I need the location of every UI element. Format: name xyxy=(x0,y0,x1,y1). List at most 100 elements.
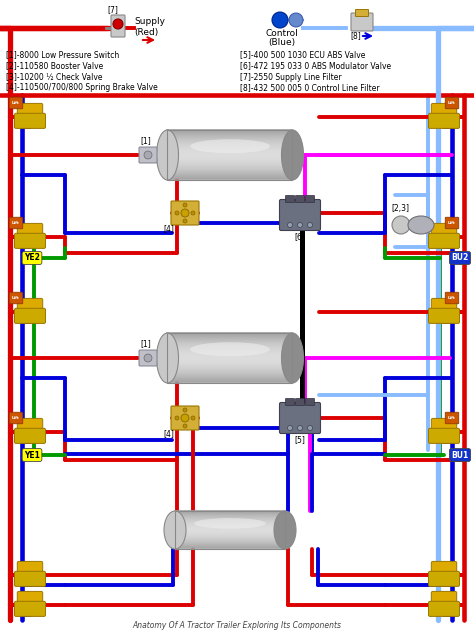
Text: (Red): (Red) xyxy=(134,27,158,37)
FancyBboxPatch shape xyxy=(139,350,157,366)
FancyBboxPatch shape xyxy=(431,103,457,116)
Text: Lift: Lift xyxy=(448,101,456,105)
Text: [7]: [7] xyxy=(108,6,118,15)
Circle shape xyxy=(113,19,123,29)
FancyBboxPatch shape xyxy=(445,292,459,304)
FancyBboxPatch shape xyxy=(171,406,199,430)
Circle shape xyxy=(181,209,189,217)
Circle shape xyxy=(144,354,152,362)
Circle shape xyxy=(392,216,410,234)
Circle shape xyxy=(144,151,152,159)
FancyBboxPatch shape xyxy=(280,199,320,230)
Text: [3]-10200 ½ Check Valve: [3]-10200 ½ Check Valve xyxy=(6,73,102,82)
Text: Lift: Lift xyxy=(12,221,20,225)
FancyBboxPatch shape xyxy=(111,15,125,37)
FancyBboxPatch shape xyxy=(15,572,46,586)
FancyBboxPatch shape xyxy=(15,308,46,323)
Ellipse shape xyxy=(282,333,303,383)
Circle shape xyxy=(183,203,187,207)
Text: [1]: [1] xyxy=(140,339,151,349)
Circle shape xyxy=(175,211,179,215)
Circle shape xyxy=(272,12,288,28)
FancyBboxPatch shape xyxy=(17,591,43,605)
Text: Lift: Lift xyxy=(12,416,20,420)
Ellipse shape xyxy=(282,130,303,180)
Ellipse shape xyxy=(164,511,186,549)
FancyBboxPatch shape xyxy=(17,223,43,236)
Circle shape xyxy=(183,424,187,428)
FancyBboxPatch shape xyxy=(428,572,459,586)
Circle shape xyxy=(298,223,302,227)
Text: [5]: [5] xyxy=(294,436,305,444)
Text: Anatomy Of A Tractor Trailer Exploring Its Components: Anatomy Of A Tractor Trailer Exploring I… xyxy=(133,621,341,630)
Text: [4]: [4] xyxy=(163,225,174,234)
FancyBboxPatch shape xyxy=(445,217,459,229)
Circle shape xyxy=(298,425,302,430)
Ellipse shape xyxy=(194,518,266,529)
Text: Control: Control xyxy=(265,30,298,39)
Text: [6]-472 195 033 0 ABS Modulator Valve: [6]-472 195 033 0 ABS Modulator Valve xyxy=(240,61,391,70)
FancyBboxPatch shape xyxy=(431,591,457,605)
FancyBboxPatch shape xyxy=(15,601,46,617)
Ellipse shape xyxy=(274,511,296,549)
FancyBboxPatch shape xyxy=(280,403,320,434)
FancyBboxPatch shape xyxy=(295,399,304,406)
FancyBboxPatch shape xyxy=(15,429,46,443)
Circle shape xyxy=(183,219,187,223)
FancyBboxPatch shape xyxy=(428,601,459,617)
Circle shape xyxy=(183,408,187,412)
FancyBboxPatch shape xyxy=(428,308,459,323)
Circle shape xyxy=(191,211,195,215)
FancyBboxPatch shape xyxy=(431,223,457,236)
Circle shape xyxy=(308,223,312,227)
FancyBboxPatch shape xyxy=(17,561,43,574)
FancyBboxPatch shape xyxy=(431,561,457,574)
Text: Supply: Supply xyxy=(134,18,165,27)
Ellipse shape xyxy=(156,333,179,383)
Text: [4]: [4] xyxy=(163,430,174,439)
FancyBboxPatch shape xyxy=(9,97,23,109)
Text: Lift: Lift xyxy=(448,296,456,300)
Text: Lift: Lift xyxy=(448,221,456,225)
FancyBboxPatch shape xyxy=(171,201,199,225)
FancyBboxPatch shape xyxy=(139,147,157,163)
Text: [8]: [8] xyxy=(350,32,361,41)
Text: [8]-432 500 005 0 Control Line Filter: [8]-432 500 005 0 Control Line Filter xyxy=(240,84,380,92)
Ellipse shape xyxy=(190,139,270,153)
Circle shape xyxy=(288,425,292,430)
FancyBboxPatch shape xyxy=(17,103,43,116)
Ellipse shape xyxy=(156,130,179,180)
Circle shape xyxy=(288,223,292,227)
Text: YE2: YE2 xyxy=(24,253,40,263)
FancyBboxPatch shape xyxy=(428,234,459,248)
Text: [6]: [6] xyxy=(294,232,305,242)
Text: BU2: BU2 xyxy=(451,253,469,263)
Text: (Blue): (Blue) xyxy=(268,39,296,47)
FancyBboxPatch shape xyxy=(9,412,23,424)
Circle shape xyxy=(289,13,303,27)
Text: [4]-110500/700/800 Spring Brake Valve: [4]-110500/700/800 Spring Brake Valve xyxy=(6,84,158,92)
Ellipse shape xyxy=(408,216,434,234)
Text: Lift: Lift xyxy=(12,296,20,300)
FancyBboxPatch shape xyxy=(15,234,46,248)
FancyBboxPatch shape xyxy=(15,113,46,128)
FancyBboxPatch shape xyxy=(431,298,457,311)
Text: YE1: YE1 xyxy=(24,451,40,460)
Text: [2,3]: [2,3] xyxy=(391,204,409,213)
Circle shape xyxy=(175,416,179,420)
FancyBboxPatch shape xyxy=(445,97,459,109)
FancyBboxPatch shape xyxy=(285,196,294,203)
Circle shape xyxy=(191,416,195,420)
Circle shape xyxy=(308,425,312,430)
FancyBboxPatch shape xyxy=(351,13,373,31)
FancyBboxPatch shape xyxy=(445,412,459,424)
FancyBboxPatch shape xyxy=(9,292,23,304)
FancyBboxPatch shape xyxy=(306,399,315,406)
Ellipse shape xyxy=(190,342,270,356)
FancyBboxPatch shape xyxy=(431,418,457,431)
FancyBboxPatch shape xyxy=(295,196,304,203)
Text: [1]: [1] xyxy=(140,137,151,146)
Text: [1]-8000 Low Pressure Switch: [1]-8000 Low Pressure Switch xyxy=(6,51,119,60)
Text: [2]-110580 Booster Valve: [2]-110580 Booster Valve xyxy=(6,61,103,70)
FancyBboxPatch shape xyxy=(17,298,43,311)
